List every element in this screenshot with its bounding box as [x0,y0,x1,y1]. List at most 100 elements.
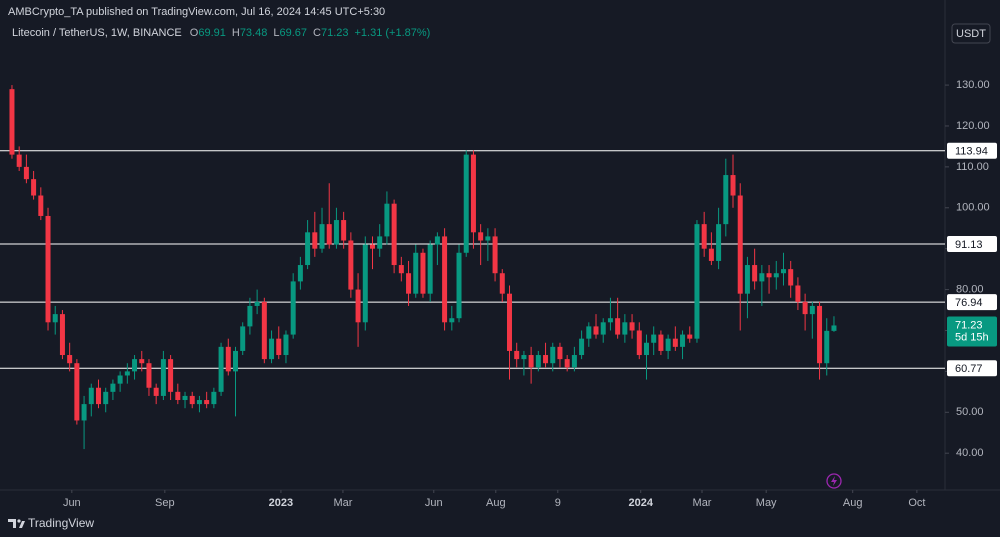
x-tick-label: 2023 [269,497,293,509]
x-tick-label: 2024 [628,497,653,509]
candle-body [16,154,22,167]
candle-body [189,395,195,405]
published-line: AMBCrypto_TA published on TradingView.co… [8,6,385,18]
candle-body [168,359,174,392]
y-tick-label: 80.00 [956,283,984,295]
candle-body [780,269,786,274]
candle-body [442,236,448,323]
x-tick-label: Jun [425,497,443,509]
candle-body [110,383,116,392]
candle-body [557,346,563,360]
ohlc-label: C [313,27,321,39]
candle-body [434,236,440,245]
candle-body [232,350,238,372]
candle-body [701,224,707,249]
candle-body [514,350,520,360]
candle-body [586,326,592,339]
x-tick-label: Jun [63,497,81,509]
y-tick-label: 100.00 [956,202,990,214]
candle-body [240,326,246,351]
candle-body [535,355,541,368]
candle-body [817,305,823,364]
ohlc-value: 69.67 [279,27,307,39]
candle-body [716,224,722,261]
candle-body [23,166,29,180]
countdown: 5d 15h [955,331,989,343]
candle-body [398,265,404,274]
candle-body [788,269,794,286]
candle-body [694,224,700,339]
candle-body [759,273,765,282]
candle-body [737,195,743,294]
candle-body [478,232,484,241]
candle-body [95,387,101,405]
ohlc-label: H [232,27,240,39]
candle-body [831,325,837,331]
candle-body [680,334,686,347]
candle-body [297,265,303,282]
currency: USDT [956,28,986,40]
candle-body [269,338,275,360]
currency-box [951,23,991,44]
candle-body [341,220,347,241]
candle-body [225,346,231,372]
candle-body [160,359,166,396]
candle-body [31,179,37,196]
x-tick-label: Aug [486,497,506,509]
x-tick-label: Oct [908,497,925,509]
candle-body [622,322,628,335]
change: +1.31 (+1.87%) [354,27,430,39]
candle-body [74,363,80,421]
candle-body [326,224,332,245]
candle-body [744,265,750,294]
candle-body [9,89,15,155]
candle-body [182,395,188,401]
level-label-box [947,236,997,253]
candle-body [643,342,649,356]
x-tick-label: Sep [155,497,175,509]
candle-body [247,305,253,327]
candle-body [687,334,693,339]
candle-body [499,273,505,294]
candle-body [463,154,469,253]
ohlc-label: L [273,27,279,39]
candle-body [52,314,58,323]
candle-body [773,273,779,278]
candle-body [218,346,224,392]
candle-body [196,400,202,405]
candle-body [88,387,94,405]
candle-body [283,334,289,356]
candle-body [211,391,217,405]
candle-body [470,154,476,233]
candle-body [543,355,549,364]
candle-body [406,273,412,294]
level-label-box [947,360,997,377]
level-label: 60.77 [955,363,983,375]
candle-body [579,338,585,356]
candle-body [276,338,282,356]
level-label: 91.13 [955,239,983,251]
candle-body [377,236,383,249]
symbol: Litecoin / TetherUS, 1W, BINANCE [12,27,182,39]
y-tick-label: 50.00 [956,406,984,418]
candle-body [766,273,772,278]
candle-body [333,220,339,245]
y-tick-label: 40.00 [956,447,984,459]
candle-body [456,252,462,319]
candle-body [492,236,498,274]
ohlc-value: 71.23 [321,27,349,39]
candle-body [723,175,729,225]
candle-body [658,334,664,351]
y-tick-label: 120.00 [956,120,990,132]
candle-body [146,363,152,388]
candle-body [427,244,433,294]
candle-body [175,391,181,401]
candle-body [420,252,426,294]
candle-body [59,314,65,356]
candle-body [672,338,678,347]
candle-body [593,326,599,335]
candle-body [67,355,73,364]
candle-body [355,289,361,323]
